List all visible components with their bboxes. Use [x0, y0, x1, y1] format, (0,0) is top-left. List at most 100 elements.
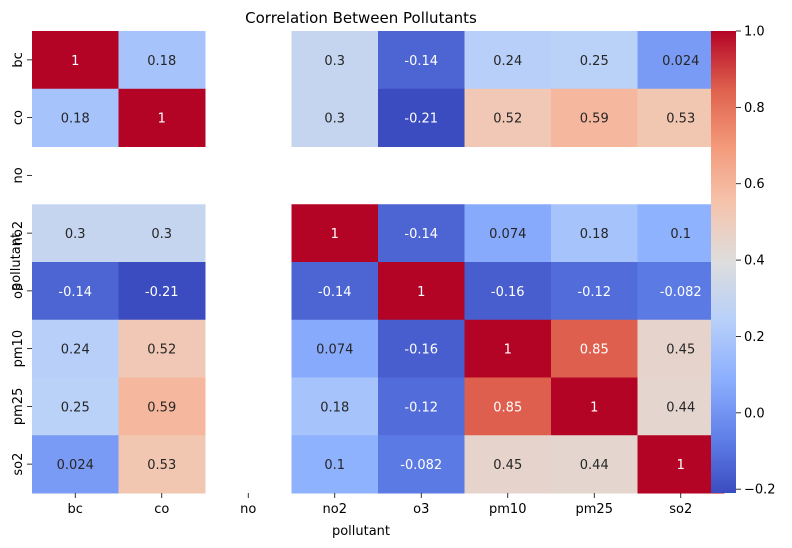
heatmap-cell [637, 88, 725, 147]
x-tick-label: pm10 [489, 502, 526, 517]
cell-value-label: -0.082 [400, 458, 442, 473]
heatmap-cell [464, 88, 552, 147]
cell-value-label: 0.53 [666, 112, 695, 127]
colorbar-tick-label: −0.2 [744, 483, 776, 498]
x-tick-label: o3 [413, 502, 429, 517]
cell-value-label: 0.53 [147, 458, 176, 473]
heatmap-cell [464, 204, 552, 263]
heatmap-cell [118, 262, 206, 321]
cell-value-label: 0.45 [493, 458, 522, 473]
heatmap-cell [291, 262, 379, 321]
heatmap-cell [291, 88, 379, 147]
cell-value-label: 1 [331, 227, 339, 242]
cell-value-label: -0.21 [404, 112, 438, 127]
x-tick-label: so2 [669, 502, 692, 517]
x-tick-label: no2 [323, 502, 347, 517]
x-tick-label: co [154, 502, 169, 517]
heatmap-cell [637, 377, 725, 436]
heatmap-cell [32, 204, 119, 263]
heatmap-cell [551, 204, 638, 263]
colorbar-tick-label: 0.4 [744, 254, 765, 269]
heatmap-cell [32, 435, 119, 494]
cell-value-label: 0.3 [151, 227, 172, 242]
heatmap-cell [378, 435, 465, 494]
cell-value-label: 0.074 [489, 227, 526, 242]
y-axis-label: pollutant [9, 233, 24, 291]
cell-value-label: -0.14 [58, 285, 92, 300]
heatmap-cell [378, 377, 465, 436]
cell-value-label: 1 [158, 112, 166, 127]
y-tick-label: no [11, 167, 26, 183]
x-tick-label: pm25 [576, 502, 613, 517]
cell-value-label: 0.52 [493, 112, 522, 127]
colorbar-gradient [711, 31, 736, 493]
heatmap-cell [378, 262, 465, 321]
heatmap-cell [637, 262, 725, 321]
heatmap-cell [118, 377, 206, 436]
heatmap-cell [464, 31, 552, 90]
cell-value-label: 1 [71, 54, 79, 69]
x-tick-label: bc [68, 502, 83, 517]
heatmap-cell [32, 319, 119, 378]
cell-value-label: 1 [677, 458, 685, 473]
heatmap-cell [32, 31, 119, 90]
x-axis-ticks: bc co no no2 o3 pm10 pm25 so2 [68, 493, 692, 517]
heatmap-cell [551, 262, 638, 321]
cell-value-label: -0.16 [491, 285, 525, 300]
cell-value-label: -0.12 [577, 285, 611, 300]
heatmap-cell [118, 88, 206, 147]
cell-value-label: 0.44 [580, 458, 609, 473]
cell-value-label: 0.1 [670, 227, 691, 242]
cell-value-label: 0.18 [580, 227, 609, 242]
y-tick-label: co [11, 110, 26, 125]
colorbar-tick-label: 1.0 [744, 25, 765, 40]
y-tick-label: pm25 [11, 388, 26, 425]
x-tick-label: no [240, 502, 256, 517]
heatmap-cell [32, 88, 119, 147]
colorbar-ticks: −0.2 0.0 0.2 0.4 0.6 0.8 1.0 [736, 25, 776, 498]
heatmap-cell [637, 204, 725, 263]
cell-value-label: 0.44 [666, 400, 695, 415]
heatmap-cell [637, 435, 725, 494]
cell-value-label: 1 [504, 343, 512, 358]
heatmap-cell [118, 31, 206, 90]
y-tick-label: pm10 [11, 330, 26, 367]
y-tick-label: o3 [11, 283, 26, 299]
heatmap-cell [464, 377, 552, 436]
heatmap-cell [378, 88, 465, 147]
cell-value-label: 0.3 [65, 227, 86, 242]
cell-value-label: 0.18 [61, 112, 90, 127]
colorbar-tick-label: 0.8 [744, 101, 765, 116]
colorbar-tick-label: 0.6 [744, 177, 765, 192]
heatmap-cell [378, 319, 465, 378]
heatmap-cell [32, 377, 119, 436]
cell-value-label: 0.45 [666, 343, 695, 358]
x-axis-label: pollutant [332, 524, 390, 539]
cell-value-label: -0.12 [404, 400, 438, 415]
cell-value-label: -0.14 [404, 227, 438, 242]
cell-value-label: 0.024 [662, 54, 699, 69]
cell-value-label: 0.52 [147, 343, 176, 358]
colorbar-tick-label: 0.2 [744, 330, 765, 345]
heatmap-cell [291, 319, 379, 378]
heatmap-cell [291, 31, 379, 90]
heatmap-cell [378, 31, 465, 90]
cell-value-label: -0.14 [318, 285, 352, 300]
cell-value-label: 0.3 [324, 112, 345, 127]
cell-value-label: 0.024 [57, 458, 94, 473]
cell-value-label: 1 [417, 285, 425, 300]
y-tick-label: no2 [11, 221, 26, 245]
cell-value-label: 0.074 [316, 343, 353, 358]
y-tick-label: bc [11, 52, 26, 67]
cell-value-label: 0.59 [580, 112, 609, 127]
y-axis-ticks: bc co no no2 o3 pm10 pm25 so2 [11, 52, 32, 476]
cell-value-label: 0.85 [580, 343, 609, 358]
cell-value-label: -0.21 [145, 285, 179, 300]
heatmap-cell [378, 204, 465, 263]
cell-value-label: -0.16 [404, 343, 438, 358]
heatmap-cell [551, 377, 638, 436]
heatmap-cell [551, 88, 638, 147]
cell-value-label: 0.18 [147, 54, 176, 69]
cell-value-label: 1 [590, 400, 598, 415]
